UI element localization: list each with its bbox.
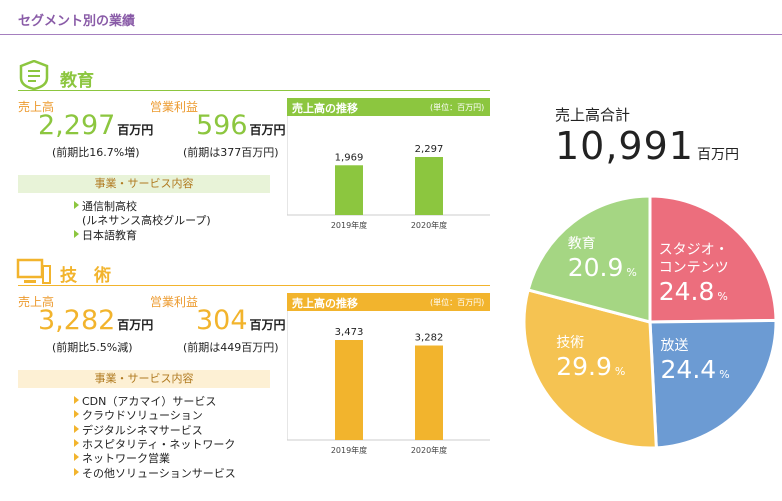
slice-label: 24.4% (661, 355, 730, 384)
services-title: 事業・サービス内容 (18, 370, 270, 388)
segment-name: 技 術 (60, 266, 111, 286)
sales-unit: 百万円 (117, 123, 154, 137)
slice-name: 技術 (556, 334, 585, 351)
chart-unit: (単位：百万円) (430, 298, 485, 307)
slice-name: 放送 (660, 338, 689, 355)
profit: 596 百万円 (196, 110, 286, 141)
service-item: デジタルシネマサービス (82, 423, 203, 437)
bar-chart: 3,473 3,282 (287, 311, 490, 441)
segment-rule (18, 90, 490, 91)
x-tick-label: 2019年度 (330, 446, 368, 455)
profit-value: 304 (196, 305, 248, 336)
slice-name: スタジオ・コンテンツ (658, 241, 729, 276)
service-item: 通信制高校 (82, 200, 137, 213)
chart-unit: (単位：百万円) (430, 103, 485, 112)
bullet (74, 453, 79, 462)
slice-value: 20.9 (567, 253, 624, 283)
chart-header (287, 293, 490, 311)
bullet (74, 438, 79, 447)
pie-slice (648, 194, 778, 324)
pie-slice (526, 194, 652, 324)
slice-unit: % (614, 364, 626, 378)
slice-value: 24.4 (660, 355, 717, 385)
profit-label: 営業利益 (150, 295, 199, 309)
sales-value: 2,297 (38, 110, 116, 141)
profit: 304 百万円 (196, 305, 286, 336)
slice-value: 29.9 (556, 351, 612, 381)
x-tick-label: 2020年度 (410, 446, 448, 455)
service-item: (ルネサンス高校グループ) (82, 214, 211, 228)
sales-note: (前期比5.5%減) (52, 341, 133, 354)
bar (415, 345, 443, 440)
bar-chart: 1,969 2,297 (287, 116, 490, 216)
sales-unit: 百万円 (117, 318, 154, 332)
service-item: 日本語教育 (82, 228, 137, 242)
service-item: CDN（アカマイ）サービス (82, 395, 217, 408)
sales-value: 3,282 (38, 305, 116, 336)
profit-note: (前期は377百万円) (183, 146, 279, 159)
service-item: クラウドソリューション (82, 409, 203, 423)
chart-title: 売上高の推移 (292, 102, 358, 115)
value-label: 3,282 (415, 332, 444, 343)
total: 10,991 百万円 (555, 124, 739, 168)
slice-label: 24.8% (659, 277, 728, 306)
service-item: その他ソリューションサービス (82, 466, 236, 480)
service-item: ネットワーク営業 (82, 452, 170, 466)
total-value: 10,991 (555, 124, 694, 168)
chart-title: 売上高の推移 (292, 297, 358, 310)
sales-note: (前期比16.7%増) (52, 146, 140, 159)
bullet (74, 201, 79, 209)
bullet (74, 424, 79, 433)
x-tick-label: 2020年度 (410, 221, 448, 230)
technology-icon (16, 258, 51, 284)
profit-label: 営業利益 (150, 100, 199, 114)
bullet (74, 467, 79, 476)
bar (415, 157, 443, 215)
bullet (74, 229, 79, 238)
chart-header (287, 98, 490, 116)
total-title: 売上高合計 (555, 106, 631, 124)
segment-rule (18, 285, 490, 286)
service-item: ホスピタリティ・ネットワーク (82, 437, 236, 451)
sales: 2,297 百万円 (38, 110, 153, 141)
services-title: 事業・サービス内容 (18, 175, 270, 193)
bar (335, 165, 363, 215)
profit-note: (前期は449百万円) (183, 341, 279, 354)
value-label: 3,473 (335, 327, 364, 338)
bullet (74, 410, 79, 419)
pie-chart (522, 194, 778, 450)
slice-value: 24.8 (658, 276, 715, 306)
value-label: 1,969 (335, 152, 364, 163)
pie-slice (522, 288, 658, 450)
slice-unit: % (626, 266, 637, 280)
slice-name: 教育 (567, 236, 596, 253)
bullet (74, 396, 79, 404)
x-tick-label: 2019年度 (330, 221, 368, 230)
sales: 3,282 百万円 (38, 305, 153, 336)
education-icon (19, 60, 49, 90)
value-label: 2,297 (415, 144, 444, 155)
slice-label: 20.9% (568, 253, 637, 282)
profit-unit: 百万円 (249, 123, 286, 137)
slice-unit: % (719, 368, 730, 382)
profit-unit: 百万円 (249, 318, 286, 332)
page-title: セグメント別の業績 (18, 14, 136, 29)
sales-label: 売上高 (18, 295, 55, 309)
slice-label: 29.9% (556, 352, 625, 381)
segment-name: 教育 (60, 71, 94, 91)
pie-slice (648, 318, 778, 450)
total-unit: 百万円 (696, 147, 739, 163)
title-rule (0, 34, 782, 35)
sales-label: 売上高 (18, 100, 55, 114)
slice-unit: % (717, 289, 728, 303)
bar (335, 340, 363, 440)
profit-value: 596 (196, 110, 248, 141)
